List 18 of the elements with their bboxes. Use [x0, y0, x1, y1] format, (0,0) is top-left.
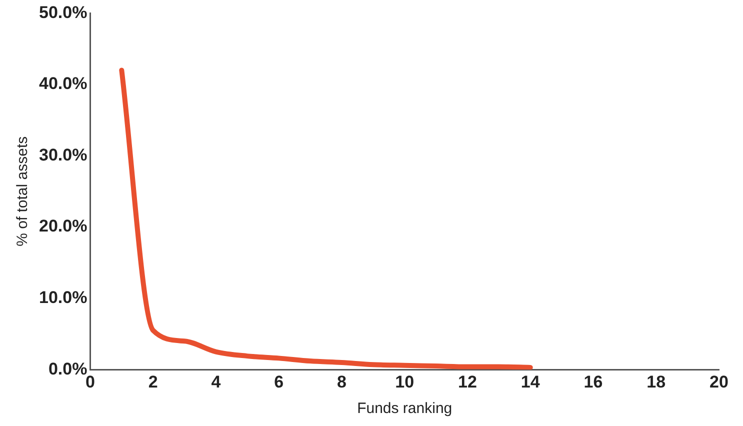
x-tick-label: 18 [646, 372, 666, 392]
x-tick-label: 10 [395, 372, 414, 392]
y-axis-title: % of total assets [14, 136, 32, 246]
y-tick-label: 20.0% [39, 216, 88, 236]
x-tick-label: 12 [458, 372, 477, 392]
x-tick-label: 16 [584, 372, 603, 392]
x-tick-label: 14 [520, 372, 540, 392]
y-tick-label: 40.0% [39, 74, 88, 94]
x-tick-label: 8 [336, 372, 346, 392]
x-axis-title: Funds ranking [357, 400, 452, 418]
y-tick-label: 30.0% [39, 145, 88, 164]
y-tick-label: 10.0% [39, 288, 88, 308]
x-tick-label: 6 [274, 372, 284, 392]
x-tick-label: 4 [211, 372, 222, 392]
y-tick-label: 0.0% [48, 359, 88, 378]
x-tick-label: 2 [148, 372, 158, 392]
y-tick-label: 50.0% [39, 2, 88, 22]
x-tick-label: 20 [710, 372, 728, 392]
